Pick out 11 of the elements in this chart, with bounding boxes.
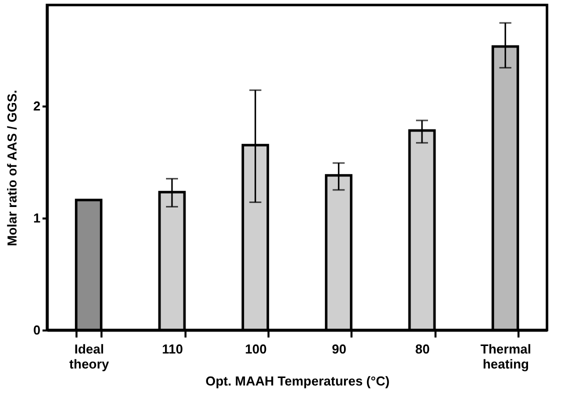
x-tick-label: 100 xyxy=(244,342,267,356)
x-tick-label: 110 xyxy=(162,342,183,356)
x-tick-label: 90 xyxy=(332,342,346,356)
y-axis-title: Molar ratio of AAS / GGS. xyxy=(4,90,20,246)
y-tick-label: 2 xyxy=(33,98,40,114)
x-tick-label: Ideal theory xyxy=(69,342,110,372)
y-tick-label: 0 xyxy=(33,322,40,338)
x-axis-title: Opt. MAAH Temperatures (°C) xyxy=(205,374,390,388)
x-tick-label: Thermal heating xyxy=(480,342,532,372)
y-tick-label: 1 xyxy=(33,210,40,226)
x-tick-label: 80 xyxy=(415,342,430,356)
